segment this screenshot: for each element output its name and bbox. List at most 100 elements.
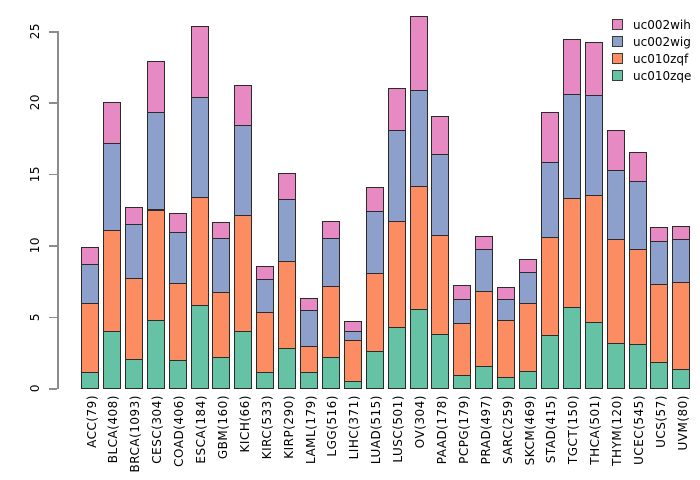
y-axis-tick xyxy=(49,102,57,104)
bar-segment-uc010zqf xyxy=(584,195,603,324)
x-axis-label: GBM(160) xyxy=(215,395,230,460)
bar-segment-uc010zqf xyxy=(672,281,691,371)
x-axis-label: OV(304) xyxy=(413,395,427,449)
bar-segment-uc002wih xyxy=(540,112,559,163)
bar-segment-uc010zqe xyxy=(606,343,625,389)
bar-segment-uc002wih xyxy=(431,115,450,155)
bar-segment-uc002wig xyxy=(365,210,384,275)
bar-segment-uc010zqf xyxy=(475,290,494,367)
x-axis-label: PAAD(178) xyxy=(434,395,449,465)
x-axis-label: UVM(80) xyxy=(675,395,690,451)
bar-segment-uc010zqf xyxy=(168,283,187,362)
legend-label: uc010zqe xyxy=(633,68,692,83)
bar-segment-uc002wig xyxy=(409,89,428,187)
bar-segment-uc002wig xyxy=(300,310,318,347)
x-axis-label: UCS(57) xyxy=(653,395,668,448)
x-axis-label: CESC(304) xyxy=(150,395,165,464)
legend-item: uc002wig xyxy=(612,33,691,50)
legend-label: uc010zqf xyxy=(633,51,689,66)
bar-segment-uc010zqe xyxy=(256,371,275,389)
bar-segment-uc010zqe xyxy=(672,369,691,389)
y-axis-tick xyxy=(49,245,57,247)
x-axis-label: PCPG(179) xyxy=(456,395,471,464)
bar-segment-uc002wig xyxy=(519,272,537,305)
x-axis-label: BRCA(1093) xyxy=(128,395,143,473)
bar-segment-uc010zqf xyxy=(519,303,537,372)
bar-segment-uc010zqe xyxy=(365,350,384,389)
y-axis-line xyxy=(57,31,59,389)
y-axis-tick-label: 25 xyxy=(28,23,42,40)
bar-segment-uc010zqe xyxy=(81,372,99,389)
bar-segment-uc002wih xyxy=(321,220,340,240)
bar-segment-uc002wih xyxy=(497,286,516,301)
bar-segment-uc002wig xyxy=(387,129,406,222)
bar-segment-uc010zqf xyxy=(81,303,99,374)
bar-segment-uc002wig xyxy=(540,161,559,238)
bar-segment-uc002wih xyxy=(650,226,669,242)
x-axis-label: PRAD(497) xyxy=(478,395,493,465)
y-axis-tick-label: 10 xyxy=(28,237,42,254)
y-axis-tick-label: 5 xyxy=(28,312,42,321)
x-axis-label: UCEC(545) xyxy=(632,395,646,465)
legend-swatch xyxy=(612,19,623,30)
bar-segment-uc010zqe xyxy=(540,335,559,389)
bar-segment-uc002wig xyxy=(431,153,450,237)
bar-segment-uc002wih xyxy=(584,41,603,97)
x-axis-label: ESCA(184) xyxy=(194,395,208,464)
legend-label: uc002wih xyxy=(633,17,691,32)
bar-segment-uc010zqf xyxy=(497,320,516,378)
bar-segment-uc002wih xyxy=(562,38,581,95)
bar-segment-uc010zqe xyxy=(562,306,581,389)
x-axis-label: KIRC(533) xyxy=(259,395,274,460)
bar-segment-uc002wih xyxy=(278,173,297,200)
legend-item: uc010zqf xyxy=(612,50,691,67)
bar-segment-uc010zqe xyxy=(343,380,362,389)
bar-segment-uc002wih xyxy=(212,221,231,240)
legend-swatch xyxy=(612,36,623,47)
x-axis-label: KICH(66) xyxy=(237,395,252,453)
bar-segment-uc010zqf xyxy=(102,230,121,332)
bar-segment-uc010zqf xyxy=(562,198,581,308)
bar-segment-uc002wih xyxy=(146,60,165,113)
bar-segment-uc010zqe xyxy=(102,330,121,389)
x-axis-label: STAD(415) xyxy=(544,395,559,464)
bar-segment-uc010zqe xyxy=(300,372,318,389)
bar-segment-uc010zqe xyxy=(650,361,669,389)
y-axis-tick-label: 15 xyxy=(28,165,42,183)
bar-segment-uc010zqe xyxy=(124,359,143,389)
bar-segment-uc010zqf xyxy=(212,291,231,358)
bar-segment-uc002wig xyxy=(453,299,472,324)
bar-segment-uc002wih xyxy=(124,206,143,225)
legend-swatch xyxy=(612,70,623,81)
bar-segment-uc002wig xyxy=(212,238,231,293)
bar-segment-uc002wih xyxy=(409,16,428,91)
bar-segment-uc002wig xyxy=(234,125,253,217)
bar-segment-uc010zqe xyxy=(453,375,472,389)
x-axis-label: BLCA(408) xyxy=(106,395,121,464)
bar-segment-uc002wih xyxy=(190,26,209,98)
bar-segment-uc010zqf xyxy=(343,340,362,382)
legend-swatch xyxy=(612,53,623,64)
bar-segment-uc002wig xyxy=(343,330,362,342)
bar-segment-uc010zqf xyxy=(606,238,625,344)
bar-segment-uc010zqe xyxy=(234,330,253,389)
bar-segment-uc002wih xyxy=(256,265,275,281)
bar-segment-uc010zqe xyxy=(168,360,187,389)
bar-segment-uc010zqe xyxy=(497,376,516,389)
bar-segment-uc002wig xyxy=(256,279,275,314)
x-axis-label: LAML(179) xyxy=(303,395,318,464)
bar-segment-uc010zqe xyxy=(146,320,165,389)
bar-segment-uc002wih xyxy=(606,129,625,171)
bar-segment-uc002wih xyxy=(234,85,253,127)
x-axis-label: ACC(79) xyxy=(84,395,99,448)
bar-segment-uc010zqe xyxy=(475,365,494,389)
y-axis-tick-label: 20 xyxy=(28,94,42,111)
bar-segment-uc002wih xyxy=(168,213,187,233)
y-axis-tick-label: 0 xyxy=(28,384,42,393)
bar-segment-uc002wig xyxy=(475,249,494,292)
bar-segment-uc010zqe xyxy=(212,356,231,389)
x-axis-label: SARC(259) xyxy=(500,395,515,464)
bar-segment-uc002wih xyxy=(453,285,472,301)
x-axis-label: LUAD(515) xyxy=(369,395,384,465)
